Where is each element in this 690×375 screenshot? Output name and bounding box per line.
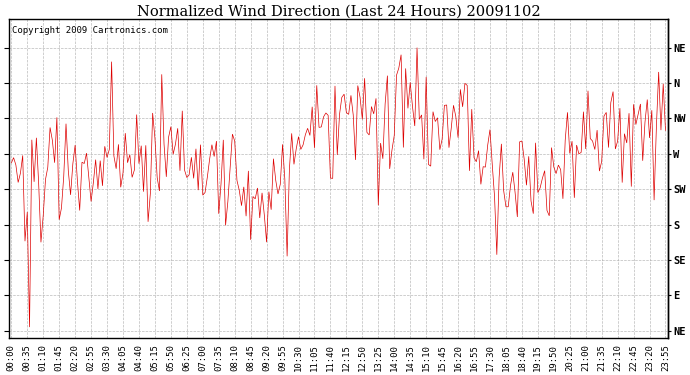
Title: Normalized Wind Direction (Last 24 Hours) 20091102: Normalized Wind Direction (Last 24 Hours… <box>137 4 540 18</box>
Text: Copyright 2009 Cartronics.com: Copyright 2009 Cartronics.com <box>12 26 168 35</box>
